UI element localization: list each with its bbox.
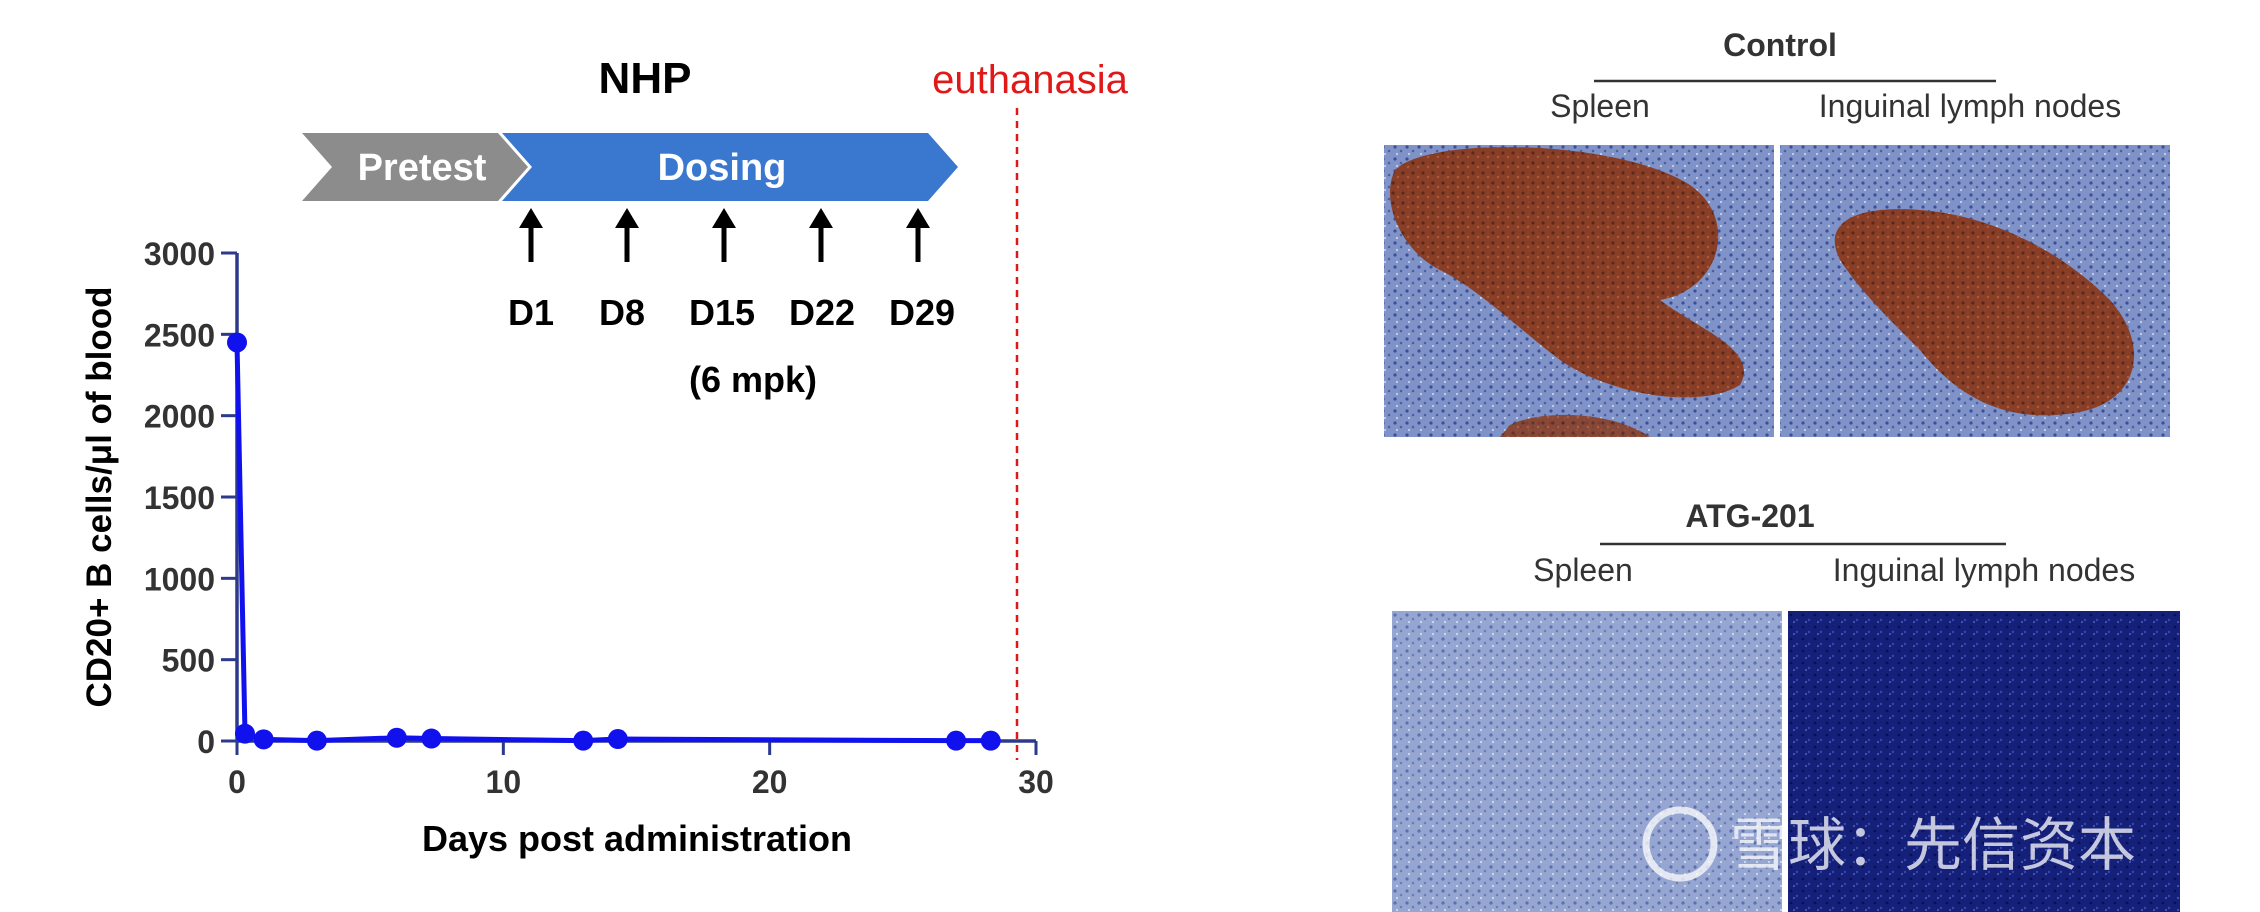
treated-lymph-label: Inguinal lymph nodes (1833, 552, 2135, 588)
dose-day-label: D22 (789, 292, 855, 333)
y-tick-label: 500 (162, 643, 215, 679)
control-spleen-label: Spleen (1550, 88, 1650, 124)
data-point (421, 728, 442, 749)
y-tick-label: 3000 (144, 236, 215, 272)
y-tick-label: 0 (197, 724, 215, 760)
dose-arrow (906, 208, 930, 262)
data-point (980, 730, 1001, 751)
dosing-arrow (502, 133, 958, 201)
watermark: 雪球：先信资本 (1642, 806, 2136, 882)
data-point (946, 730, 967, 751)
dosing-label: Dosing (658, 147, 787, 189)
control-lymph-label: Inguinal lymph nodes (1819, 88, 2121, 124)
pretest-label: Pretest (358, 147, 487, 189)
y-tick-label: 1000 (144, 561, 215, 597)
y-tick-label: 1500 (144, 480, 215, 516)
dose-day-label: D29 (889, 292, 955, 333)
treated-lymph-image (1788, 611, 2180, 912)
x-tick-label: 10 (486, 764, 522, 800)
watermark-text: 雪球：先信资本 (1730, 813, 2136, 878)
control-spleen-image (1384, 145, 1774, 437)
y-axis-label: CD20+ B cells/μl of blood (80, 286, 119, 707)
treated-spleen-image (1392, 611, 1782, 912)
y-tick-label: 2000 (144, 399, 215, 435)
dose-markers (519, 208, 930, 262)
dose-arrow (712, 208, 736, 262)
data-point (386, 727, 407, 748)
data-point (573, 730, 594, 751)
dose-day-label: D8 (599, 292, 645, 333)
pretest-arrow (302, 133, 528, 201)
chart-title: NHP (599, 54, 692, 103)
data-point (306, 730, 327, 751)
x-tick-label: 0 (228, 764, 246, 800)
euthanasia-label: euthanasia (932, 58, 1128, 102)
data-point (234, 723, 255, 744)
x-tick-label: 30 (1018, 764, 1054, 800)
series-line (234, 342, 991, 744)
dose-arrow (809, 208, 833, 262)
treated-spleen-label: Spleen (1533, 552, 1633, 588)
data-point (227, 332, 247, 353)
dose-day-label: D15 (689, 292, 755, 333)
data-point (607, 729, 628, 750)
dose-note: (6 mpk) (689, 359, 817, 400)
treated-title: ATG-201 (1685, 498, 1814, 534)
dose-arrow (615, 208, 639, 262)
watermark-logo-icon (1642, 806, 1718, 882)
control-title: Control (1723, 27, 1837, 63)
data-point (253, 729, 274, 750)
dose-arrow (519, 208, 543, 262)
y-tick-label: 2500 (144, 317, 215, 353)
dose-day-label: D1 (508, 292, 554, 333)
x-axis-label: Days post administration (422, 818, 852, 859)
x-tick-label: 20 (752, 764, 788, 800)
control-lymph-image (1780, 145, 2170, 437)
